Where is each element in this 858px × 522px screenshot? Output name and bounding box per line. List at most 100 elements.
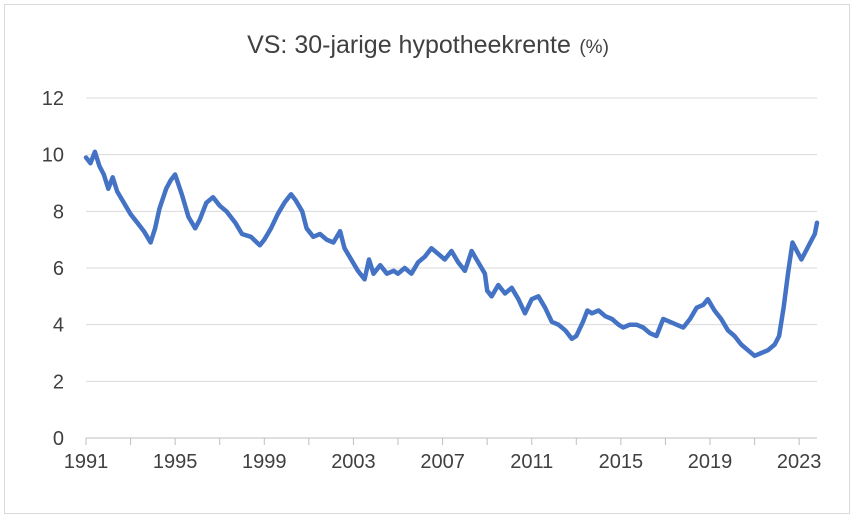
- x-tick-label: 2007: [420, 451, 465, 473]
- data-point: [311, 235, 315, 239]
- data-point: [581, 320, 585, 324]
- data-point: [648, 331, 652, 335]
- data-point: [681, 326, 685, 329]
- x-tick-label: 2015: [599, 451, 644, 473]
- data-point: [808, 241, 812, 244]
- data-point: [530, 297, 534, 301]
- data-point: [276, 212, 280, 216]
- chart-frame: VS: 30-jarige hypotheekrente (%) 0 2 4 6 8 10…: [4, 4, 850, 514]
- gridlines: [86, 97, 817, 382]
- data-point: [423, 255, 427, 259]
- data-point: [269, 226, 273, 230]
- y-axis: 0 2 4 6 8 10 12: [42, 88, 64, 450]
- data-point: [795, 249, 799, 253]
- data-point: [164, 187, 168, 191]
- data-point: [180, 192, 184, 196]
- data-point: [84, 156, 88, 159]
- data-point: [450, 249, 453, 253]
- data-point: [706, 297, 710, 301]
- line-chart: VS: 30-jarige hypotheekrente (%) 0 2 4 6 8 10…: [42, 31, 822, 473]
- data-point: [349, 258, 353, 261]
- data-point: [695, 306, 699, 310]
- data-point: [733, 334, 736, 338]
- data-point: [204, 201, 208, 205]
- data-point: [563, 328, 567, 332]
- chart-title: VS: 30-jarige hypotheekrente (%): [247, 31, 609, 59]
- data-point: [766, 348, 770, 352]
- data-point: [799, 258, 803, 261]
- data-point: [753, 354, 757, 358]
- data-point: [396, 272, 400, 276]
- x-tick-label: 1995: [153, 451, 198, 473]
- y-tick-label: 4: [53, 315, 64, 337]
- data-point: [503, 292, 507, 295]
- data-point: [158, 207, 161, 210]
- data-point: [786, 272, 790, 276]
- data-point: [597, 309, 601, 312]
- data-point: [187, 215, 190, 219]
- data-point: [106, 187, 110, 191]
- x-tick-label: 2003: [331, 451, 376, 473]
- y-tick-label: 6: [53, 258, 64, 280]
- data-point: [641, 326, 645, 329]
- y-tick-label: 2: [53, 371, 64, 393]
- series-layer: [83, 149, 820, 359]
- data-point: [603, 314, 607, 318]
- data-point: [813, 232, 817, 236]
- data-point: [590, 311, 594, 315]
- data-point: [305, 226, 309, 230]
- data-point: [129, 212, 133, 216]
- data-point: [363, 277, 367, 281]
- data-point: [173, 173, 177, 176]
- data-point: [115, 190, 119, 193]
- chart-title-text: VS: 30-jarige hypotheekrente: [247, 31, 571, 59]
- data-point: [713, 309, 716, 312]
- data-point: [409, 272, 413, 276]
- data-point: [233, 221, 237, 225]
- data-point: [343, 246, 346, 250]
- data-point: [610, 317, 614, 321]
- data-point: [403, 266, 407, 270]
- data-point: [463, 269, 467, 273]
- data-point: [470, 249, 474, 253]
- data-point: [668, 320, 672, 324]
- data-point: [782, 306, 786, 310]
- x-tick-label: 1999: [242, 451, 287, 473]
- data-point: [777, 334, 781, 338]
- data-point: [331, 241, 335, 244]
- data-point: [739, 343, 743, 346]
- data-point: [289, 192, 293, 196]
- chart-title-unit: (%): [579, 37, 609, 58]
- data-point: [392, 269, 396, 273]
- data-point: [224, 209, 228, 213]
- data-point: [675, 323, 679, 327]
- data-point: [318, 232, 322, 236]
- data-point: [211, 195, 215, 199]
- data-point: [262, 238, 266, 242]
- data-point: [97, 164, 101, 168]
- data-point: [485, 289, 489, 293]
- data-point: [476, 260, 480, 264]
- data-point: [153, 226, 157, 230]
- data-point: [543, 306, 547, 310]
- data-point: [701, 303, 705, 307]
- y-tick-label: 12: [42, 88, 64, 110]
- data-point: [218, 204, 222, 208]
- data-point: [496, 283, 500, 287]
- data-point: [570, 337, 574, 341]
- x-axis: 1991 1995 1999 2003 2007 2011 2015 2019 2023: [64, 437, 821, 473]
- data-point: [436, 252, 440, 256]
- data-point: [169, 178, 173, 182]
- data-point: [655, 334, 658, 338]
- x-tick-label: 2011: [510, 451, 553, 473]
- y-tick-label: 8: [53, 201, 64, 223]
- data-point: [198, 218, 202, 222]
- data-point: [490, 294, 494, 298]
- data-point: [294, 198, 297, 202]
- data-point: [122, 201, 126, 205]
- data-point: [661, 317, 665, 321]
- data-point: [516, 297, 520, 301]
- data-point: [536, 294, 540, 298]
- x-tick-label: 1991: [64, 451, 109, 473]
- data-point: [483, 272, 487, 276]
